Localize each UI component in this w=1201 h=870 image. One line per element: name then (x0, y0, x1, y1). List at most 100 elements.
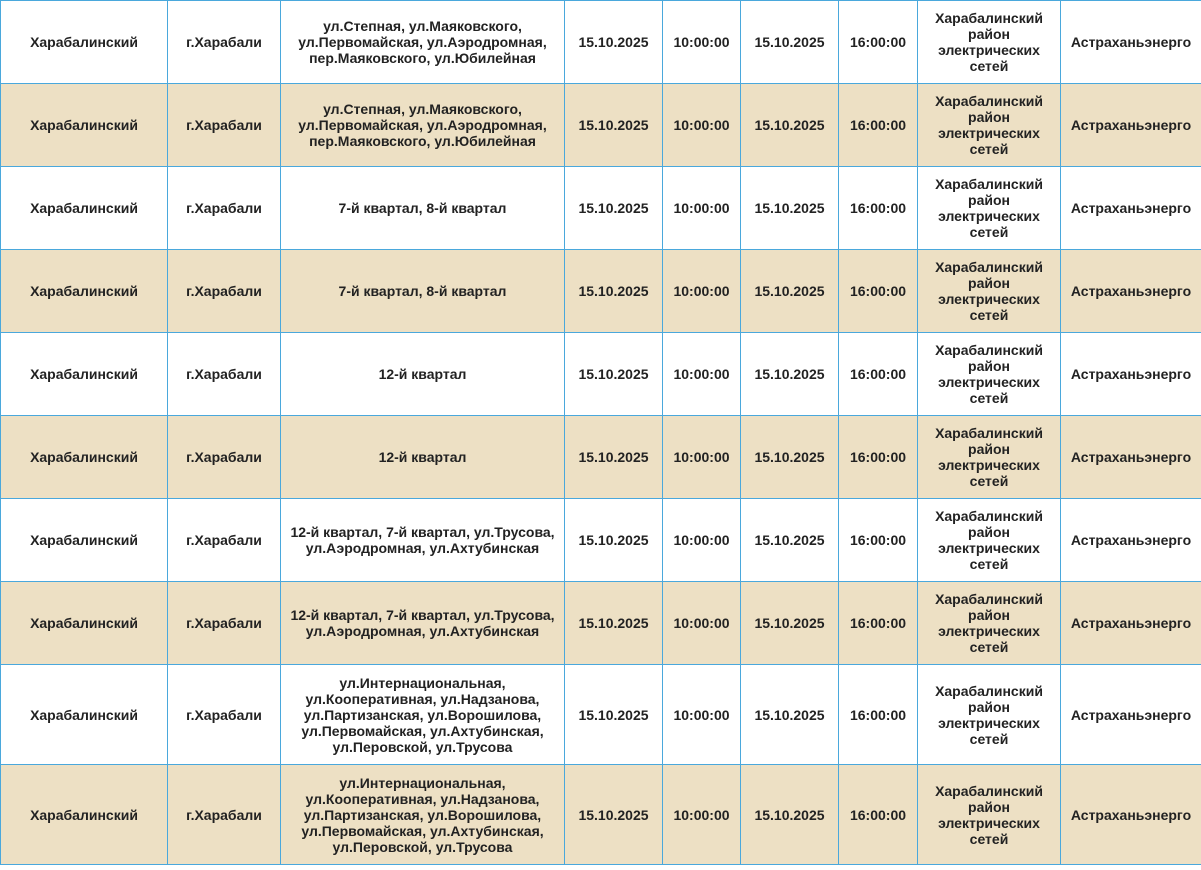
table-cell: г.Харабали (167, 166, 281, 250)
table-row: Харабалинский г.Харабали 7-й квартал, 8-й … (0, 166, 1201, 250)
table-row: Харабалинский г.Харабали 12-й квартал, 7-й… (0, 498, 1201, 582)
table-cell: Харабалинский (0, 249, 168, 333)
table-cell: 10:00:00 (662, 415, 741, 499)
table-cell: 15.10.2025 (740, 581, 839, 665)
table-cell: Харабалинский район электрических сетей (917, 664, 1061, 765)
table-row: Харабалинский г.Харабали 12-й квартал 15.10… (0, 332, 1201, 416)
table-cell: Астраханьэнерго (1060, 764, 1201, 865)
table-cell: г.Харабали (167, 581, 281, 665)
table-cell: 15.10.2025 (740, 83, 839, 167)
table-cell: г.Харабали (167, 764, 281, 865)
table-cell: 12-й квартал (280, 332, 565, 416)
table-cell: Астраханьэнерго (1060, 581, 1201, 665)
table-cell: 10:00:00 (662, 664, 741, 765)
table-cell: 15.10.2025 (564, 249, 663, 333)
table-row: Харабалинский г.Харабали ул.Степная, ул.Ма… (0, 83, 1201, 167)
table-cell: Астраханьэнерго (1060, 249, 1201, 333)
table-cell: 15.10.2025 (564, 83, 663, 167)
table-cell: Астраханьэнерго (1060, 415, 1201, 499)
table-cell: Харабалинский район электрических сетей (917, 332, 1061, 416)
table-cell: Астраханьэнерго (1060, 664, 1201, 765)
table-cell: Харабалинский (0, 332, 168, 416)
table-cell: 15.10.2025 (740, 664, 839, 765)
table-cell: ул.Интернациональная, ул.Кооперативная, … (280, 664, 565, 765)
table-cell: 15.10.2025 (740, 249, 839, 333)
table-row: Харабалинский г.Харабали ул.Интернациональ… (0, 664, 1201, 765)
table-cell: Харабалинский (0, 664, 168, 765)
table-cell: Харабалинский район электрических сетей (917, 0, 1061, 84)
table-cell: 10:00:00 (662, 498, 741, 582)
table-cell: 12-й квартал, 7-й квартал, ул.Трусова, у… (280, 498, 565, 582)
table-cell: 15.10.2025 (564, 332, 663, 416)
table-cell: 16:00:00 (838, 581, 918, 665)
table-cell: 15.10.2025 (564, 415, 663, 499)
table-cell: Харабалинский (0, 415, 168, 499)
table-cell: Харабалинский (0, 764, 168, 865)
table-cell: Астраханьэнерго (1060, 166, 1201, 250)
table-cell: 15.10.2025 (740, 166, 839, 250)
table-cell: г.Харабали (167, 415, 281, 499)
table-cell: 10:00:00 (662, 0, 741, 84)
table-cell: Харабалинский район электрических сетей (917, 764, 1061, 865)
table-cell: 7-й квартал, 8-й квартал (280, 249, 565, 333)
table-cell: 12-й квартал, 7-й квартал, ул.Трусова, у… (280, 581, 565, 665)
table-cell: г.Харабали (167, 664, 281, 765)
table-cell: 16:00:00 (838, 764, 918, 865)
table-cell: ул.Интернациональная, ул.Кооперативная, … (280, 764, 565, 865)
table-cell: Харабалинский район электрических сетей (917, 249, 1061, 333)
table-cell: 16:00:00 (838, 0, 918, 84)
table-row: Харабалинский г.Харабали ул.Степная, ул.Ма… (0, 0, 1201, 84)
table-cell: Астраханьэнерго (1060, 332, 1201, 416)
table-row: Харабалинский г.Харабали ул.Интернациональ… (0, 764, 1201, 865)
table-cell: 10:00:00 (662, 166, 741, 250)
table-cell: Харабалинский район электрических сетей (917, 581, 1061, 665)
table-cell: г.Харабали (167, 0, 281, 84)
table-cell: г.Харабали (167, 332, 281, 416)
table-cell: 15.10.2025 (564, 664, 663, 765)
table-cell: 10:00:00 (662, 764, 741, 865)
table-cell: Харабалинский (0, 0, 168, 84)
table-cell: 16:00:00 (838, 166, 918, 250)
table-cell: Харабалинский район электрических сетей (917, 83, 1061, 167)
table-cell: 10:00:00 (662, 249, 741, 333)
table-cell: ул.Степная, ул.Маяковского, ул.Первомайс… (280, 83, 565, 167)
table-cell: 7-й квартал, 8-й квартал (280, 166, 565, 250)
table-cell: 15.10.2025 (740, 415, 839, 499)
table-cell: 15.10.2025 (564, 498, 663, 582)
table-cell: 15.10.2025 (740, 0, 839, 84)
table-cell: 15.10.2025 (564, 166, 663, 250)
table-cell: 15.10.2025 (564, 0, 663, 84)
table-cell: Харабалинский (0, 83, 168, 167)
table-cell: Харабалинский (0, 498, 168, 582)
table-cell: 15.10.2025 (740, 332, 839, 416)
table-cell: 10:00:00 (662, 83, 741, 167)
table-cell: 10:00:00 (662, 581, 741, 665)
table-cell: 16:00:00 (838, 498, 918, 582)
table-cell: 12-й квартал (280, 415, 565, 499)
table-row: Харабалинский г.Харабали 12-й квартал, 7-й… (0, 581, 1201, 665)
table-cell: Астраханьэнерго (1060, 83, 1201, 167)
table-row: Харабалинский г.Харабали 12-й квартал 15.10… (0, 415, 1201, 499)
table-cell: Астраханьэнерго (1060, 0, 1201, 84)
table-cell: 15.10.2025 (564, 581, 663, 665)
table-cell: Харабалинский район электрических сетей (917, 498, 1061, 582)
table-cell: г.Харабали (167, 249, 281, 333)
table-cell: 15.10.2025 (740, 498, 839, 582)
table-cell: 16:00:00 (838, 664, 918, 765)
table-cell: Харабалинский (0, 581, 168, 665)
table-cell: 10:00:00 (662, 332, 741, 416)
table-row: Харабалинский г.Харабали 7-й квартал, 8-й … (0, 249, 1201, 333)
table-cell: г.Харабали (167, 83, 281, 167)
table-cell: Харабалинский (0, 166, 168, 250)
table-cell: Харабалинский район электрических сетей (917, 415, 1061, 499)
table-cell: 15.10.2025 (564, 764, 663, 865)
table-cell: 16:00:00 (838, 83, 918, 167)
table-cell: Харабалинский район электрических сетей (917, 166, 1061, 250)
table-cell: ул.Степная, ул.Маяковского, ул.Первомайс… (280, 0, 565, 84)
table-cell: г.Харабали (167, 498, 281, 582)
table-cell: Астраханьэнерго (1060, 498, 1201, 582)
table-cell: 15.10.2025 (740, 764, 839, 865)
table-cell: 16:00:00 (838, 332, 918, 416)
